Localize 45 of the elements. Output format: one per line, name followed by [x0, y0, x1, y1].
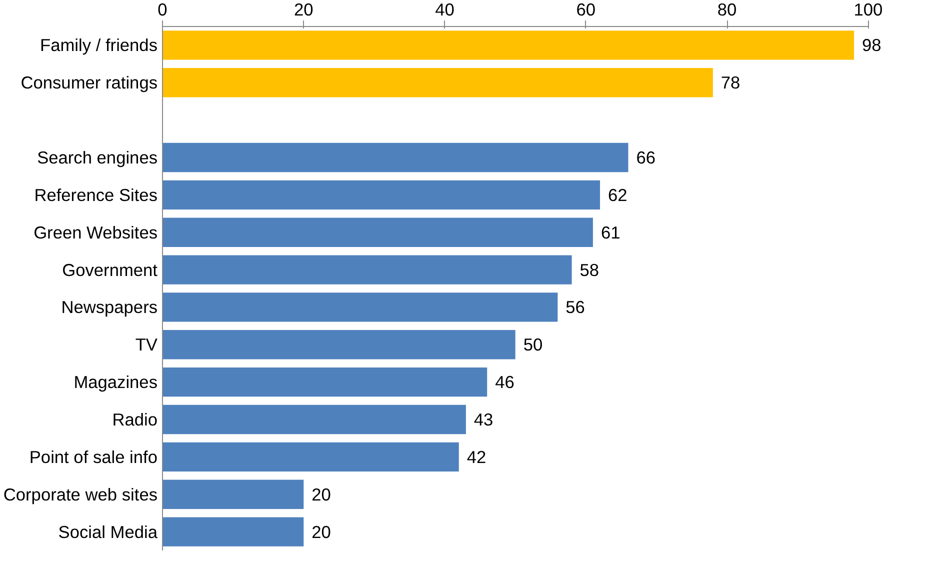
bar	[162, 30, 854, 60]
data-label: 20	[312, 522, 331, 542]
data-label: 46	[495, 372, 514, 392]
data-label: 78	[720, 72, 740, 93]
y-tick-label: Green Websites	[34, 222, 158, 242]
data-label: 58	[580, 260, 600, 280]
y-tick-label: Consumer ratings	[20, 72, 158, 93]
bar	[162, 180, 600, 210]
y-tick-label: Reference Sites	[34, 184, 158, 205]
y-tick-label: Corporate web sites	[3, 484, 158, 504]
bar	[162, 142, 628, 172]
x-tick-label: 60	[576, 0, 596, 20]
data-label: 56	[566, 297, 585, 318]
y-tick-label: Magazines	[74, 372, 158, 392]
bar	[162, 517, 304, 546]
y-tick-label: Social Media	[58, 522, 158, 542]
data-label: 50	[523, 334, 543, 355]
data-label: 20	[312, 484, 331, 504]
y-tick-label: Point of sale info	[29, 446, 158, 467]
x-tick-label: 100	[854, 0, 883, 20]
x-tick-label: 20	[294, 0, 314, 20]
bar	[162, 367, 488, 397]
bar	[162, 68, 713, 98]
data-label: 66	[636, 148, 656, 168]
y-tick-label: TV	[135, 334, 158, 355]
data-label: 43	[474, 410, 494, 430]
data-label: 62	[608, 184, 628, 205]
bar	[162, 404, 466, 434]
y-tick-label: Newspapers	[61, 297, 158, 318]
bar	[162, 330, 516, 360]
bar	[162, 218, 593, 247]
bar	[162, 255, 572, 284]
y-tick-label: Search engines	[37, 148, 158, 168]
data-label: 98	[862, 35, 882, 56]
data-label: 61	[600, 222, 620, 242]
x-tick-label: 80	[717, 0, 737, 20]
y-tick-label: Family / friends	[40, 35, 158, 56]
y-tick-label: Radio	[112, 410, 158, 430]
bar	[162, 292, 558, 322]
bar	[162, 480, 304, 509]
y-tick-label: Government	[62, 260, 158, 280]
data-label: 42	[466, 446, 486, 467]
x-tick-label: 40	[435, 0, 454, 20]
x-tick-label: 0	[158, 0, 168, 20]
bar	[162, 442, 459, 472]
